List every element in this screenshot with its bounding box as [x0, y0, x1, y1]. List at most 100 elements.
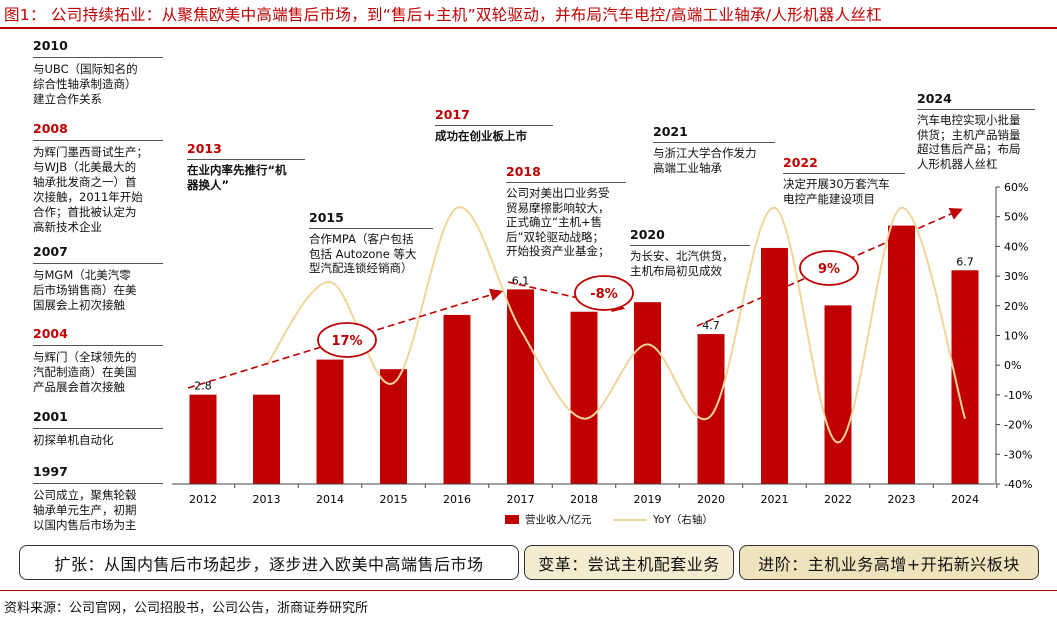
y2-tick-label: 50%: [1004, 211, 1028, 224]
timeline-rule: [33, 263, 163, 264]
event-rule: [506, 182, 626, 183]
timeline-text: 为辉门墨西哥试生产； 与WJB（北美最大的 轴承批发商之一）首 次接触，2011…: [33, 145, 148, 234]
event-year: 2015: [309, 210, 344, 225]
x-tick-label-2018: 2018: [570, 493, 598, 506]
growth-callout-label-1: 17%: [331, 334, 362, 349]
revenue-bar-2015: [380, 369, 407, 484]
revenue-bar-2014: [316, 359, 344, 484]
revenue-bar-2012: [189, 394, 217, 484]
timeline-item-2004: 2004 与辉门（全球领先的 汽配制造商）在美国 产品展会首次接触: [33, 326, 163, 395]
event-2015: 2015 合作MPA（客户包括 包括 Autozone 等大 型汽配连锁经销商）: [309, 210, 433, 276]
timeline-rule: [33, 345, 163, 346]
timeline-rule: [33, 57, 163, 58]
y2-tick-label: 0%: [1004, 359, 1021, 372]
figure-title: 图1： 公司持续拓业：从聚焦欧美中高端售后市场，到“售后+主机”双轮驱动，并布局…: [4, 6, 882, 24]
event-text: 汽车电控实现小批量 供货；主机产品销量 超过售后产品；布局 人形机器人丝杠: [917, 113, 1021, 171]
x-tick-label-2016: 2016: [443, 493, 471, 506]
event-2021: 2021 与浙江大学合作发力 高端工业轴承: [653, 124, 775, 175]
revenue-bar-2013: [253, 394, 280, 484]
timeline-rule: [33, 428, 163, 429]
event-year: 2021: [653, 124, 688, 139]
growth-callout-label-2: -8%: [590, 287, 617, 302]
timeline-item-1997: 1997 公司成立，聚焦轮毂 轴承单元生产，初期 以国内售后市场为主: [33, 464, 163, 533]
timeline-text: 与辉门（全球领先的 汽配制造商）在美国 产品展会首次接触: [33, 350, 137, 394]
x-tick-label-2021: 2021: [761, 493, 789, 506]
event-year: 2024: [917, 91, 952, 106]
event-rule: [630, 245, 750, 246]
revenue-bar-2023: [888, 225, 915, 485]
timeline-year: 2007: [33, 244, 68, 259]
revenue-data-label-2020: 4.7: [702, 319, 720, 332]
event-year: 2020: [630, 227, 665, 242]
timeline-year: 2010: [33, 38, 68, 53]
x-tick-label-2014: 2014: [316, 493, 344, 506]
event-2022: 2022 决定开展30万套汽车 电控产能建设项目: [783, 155, 905, 206]
event-rule: [187, 159, 305, 160]
growth-arrow-2: [507, 281, 626, 313]
timeline-year: 2008: [33, 121, 68, 136]
event-year: 2017: [435, 107, 470, 122]
growth-callout-label-3: 9%: [818, 262, 840, 277]
revenue-data-label-2012: 2.8: [194, 380, 212, 393]
timeline-item-2010: 2010 与UBC（国际知名的 综合性轴承制造商） 建立合作关系: [33, 38, 163, 107]
event-year: 2018: [506, 164, 541, 179]
timeline-rule: [33, 483, 163, 484]
timeline-text: 公司成立，聚焦轮毂 轴承单元生产，初期 以国内售后市场为主: [33, 488, 137, 532]
revenue-bar-2016: [443, 314, 471, 484]
event-rule: [783, 173, 905, 174]
timeline-year: 2004: [33, 326, 68, 341]
revenue-bar-2020: [697, 334, 725, 484]
event-2018: 2018 公司对美出口业务受 贸易摩擦影响较大， 正式确立“主机+售 后”双轮驱…: [506, 164, 626, 259]
y2-tick-label: 20%: [1004, 300, 1028, 313]
timeline-text: 与MGM（北美汽零 后市场销售商）在美 国展会上初次接触: [33, 268, 137, 312]
revenue-bar-2019: [634, 302, 661, 484]
legend-label: YoY（右轴）: [653, 514, 713, 526]
legend-line-swatch: [613, 518, 647, 521]
event-rule: [917, 109, 1035, 110]
event-2020: 2020 为长安、北汽供货， 主机布局初见成效: [630, 227, 750, 278]
event-text: 合作MPA（客户包括 包括 Autozone 等大 型汽配连锁经销商）: [309, 232, 417, 275]
event-year: 2013: [187, 141, 222, 156]
timeline-year: 1997: [33, 464, 68, 479]
x-tick-label-2019: 2019: [634, 493, 662, 506]
legend-label: 营业收入/亿元: [525, 514, 592, 526]
x-tick-label-2024: 2024: [951, 493, 979, 506]
revenue-data-label-2024: 6.7: [956, 255, 974, 268]
y2-tick-label: -10%: [1004, 389, 1032, 402]
y2-tick-label: 30%: [1004, 270, 1028, 283]
growth-callout-ellipse-1: [317, 322, 377, 358]
event-2017: 2017 成功在创业板上市: [435, 107, 553, 144]
title-divider: [0, 27, 1057, 29]
x-tick-label-2022: 2022: [824, 493, 852, 506]
revenue-bar-2018: [570, 311, 598, 484]
timeline-item-2007: 2007 与MGM（北美汽零 后市场销售商）在美 国展会上初次接触: [33, 244, 163, 313]
event-2024: 2024 汽车电控实现小批量 供货；主机产品销量 超过售后产品；布局 人形机器人…: [917, 91, 1035, 171]
x-tick-label-2023: 2023: [888, 493, 916, 506]
phase-banner-advancement: 进阶：主机业务高增+开拓新兴板块: [739, 545, 1039, 580]
timeline-rule: [33, 140, 163, 141]
source-note: 资料来源：公司官网，公司招股书，公司公告，浙商证券研究所: [4, 601, 369, 616]
footer-divider: [0, 590, 1057, 591]
y2-tick-label: -40%: [1004, 478, 1032, 491]
phase-banner-expansion: 扩张：从国内售后市场起步，逐步进入欧美中高端售后市场: [19, 545, 519, 580]
event-text: 决定开展30万套汽车 电控产能建设项目: [783, 177, 890, 206]
x-tick-label-2020: 2020: [697, 493, 725, 506]
legend-yoy: YoY（右轴）: [613, 512, 713, 527]
legend-bar-swatch: [505, 515, 519, 524]
revenue-data-label-2017: 6.1: [512, 274, 530, 287]
event-text: 公司对美出口业务受 贸易摩擦影响较大， 正式确立“主机+售 后”双轮驱动战略； …: [506, 186, 610, 258]
event-rule: [653, 142, 775, 143]
y2-tick-label: -30%: [1004, 448, 1032, 461]
y2-tick-label: 10%: [1004, 330, 1028, 343]
timeline-text: 初探单机自动化: [33, 433, 114, 447]
x-tick-label-2017: 2017: [507, 493, 535, 506]
event-text: 为长安、北汽供货， 主机布局初见成效: [630, 249, 734, 278]
revenue-bar-2021: [761, 247, 788, 484]
legend-revenue: 营业收入/亿元: [505, 512, 592, 527]
event-rule: [435, 125, 553, 126]
y2-tick-label: 60%: [1004, 181, 1028, 194]
timeline-year: 2001: [33, 409, 68, 424]
y2-tick-label: -20%: [1004, 419, 1032, 432]
growth-callout-ellipse-2: [574, 275, 634, 311]
